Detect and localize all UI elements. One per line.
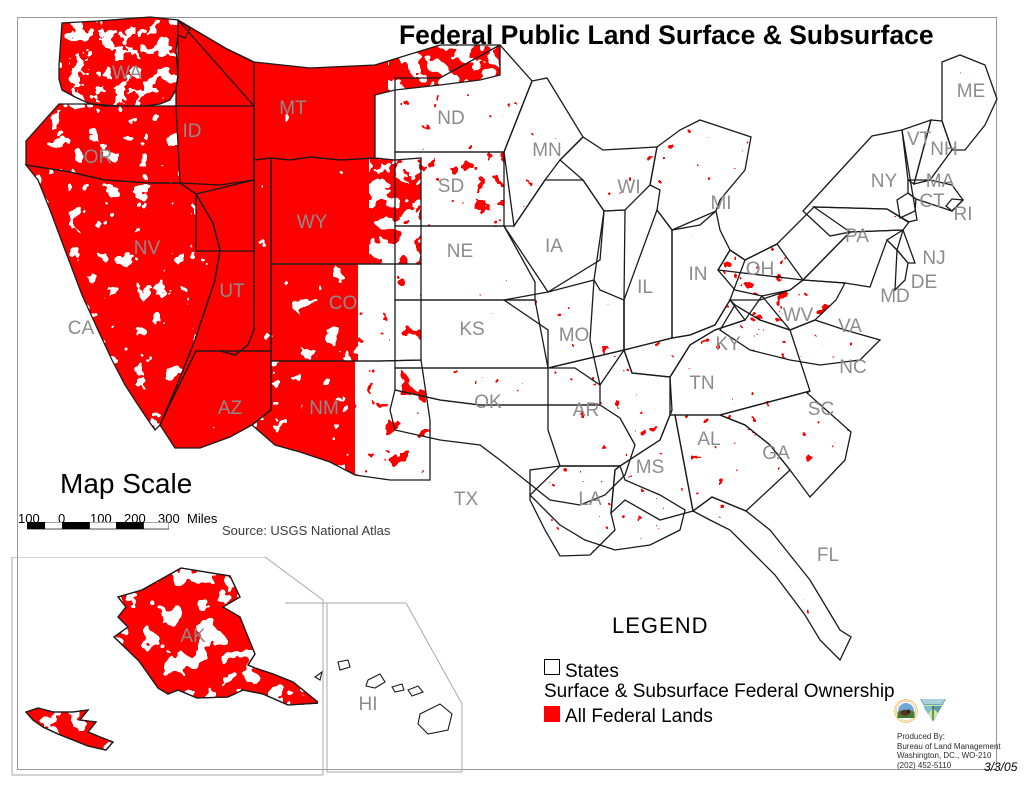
svg-text:RI: RI [954, 204, 973, 225]
svg-text:VA: VA [838, 316, 862, 337]
svg-text:MO: MO [559, 325, 590, 346]
svg-text:MS: MS [636, 457, 665, 478]
svg-text:WI: WI [617, 177, 640, 198]
svg-text:ND: ND [437, 108, 464, 129]
svg-text:PA: PA [845, 226, 869, 247]
svg-text:IN: IN [689, 264, 708, 285]
svg-text:MT: MT [279, 98, 307, 119]
svg-text:NH: NH [930, 139, 957, 160]
svg-text:AR: AR [573, 400, 599, 421]
svg-text:UT: UT [219, 281, 245, 302]
svg-text:NY: NY [871, 171, 898, 192]
svg-text:KS: KS [459, 319, 484, 340]
svg-text:WA: WA [112, 63, 142, 84]
svg-text:LA: LA [578, 489, 602, 510]
svg-text:MD: MD [880, 286, 910, 307]
svg-text:MA: MA [926, 171, 955, 192]
svg-text:IA: IA [545, 236, 563, 257]
svg-text:WY: WY [297, 212, 328, 233]
svg-text:OR: OR [84, 147, 113, 168]
svg-text:NC: NC [839, 357, 866, 378]
svg-text:AL: AL [697, 429, 720, 450]
svg-text:ID: ID [183, 121, 202, 142]
svg-text:NM: NM [309, 398, 339, 419]
svg-text:MN: MN [532, 140, 562, 161]
svg-text:TN: TN [689, 373, 714, 394]
svg-text:MI: MI [710, 193, 731, 214]
svg-text:TX: TX [454, 489, 479, 510]
svg-text:OH: OH [746, 259, 775, 280]
svg-text:CA: CA [68, 318, 95, 339]
svg-text:KY: KY [715, 334, 741, 355]
svg-text:WV: WV [783, 305, 814, 326]
svg-text:NV: NV [134, 238, 161, 259]
svg-text:IL: IL [637, 277, 653, 298]
svg-text:GA: GA [762, 443, 790, 464]
svg-text:CT: CT [919, 191, 945, 212]
svg-text:ME: ME [957, 81, 986, 102]
svg-text:OK: OK [474, 392, 502, 413]
svg-text:VT: VT [907, 129, 932, 150]
svg-text:NE: NE [447, 241, 473, 262]
svg-text:SD: SD [438, 176, 464, 197]
svg-text:SC: SC [808, 399, 834, 420]
svg-text:AZ: AZ [218, 398, 243, 419]
svg-text:NJ: NJ [922, 248, 945, 269]
svg-text:FL: FL [817, 545, 839, 566]
svg-text:CO: CO [329, 293, 358, 314]
svg-text:DE: DE [911, 272, 937, 293]
